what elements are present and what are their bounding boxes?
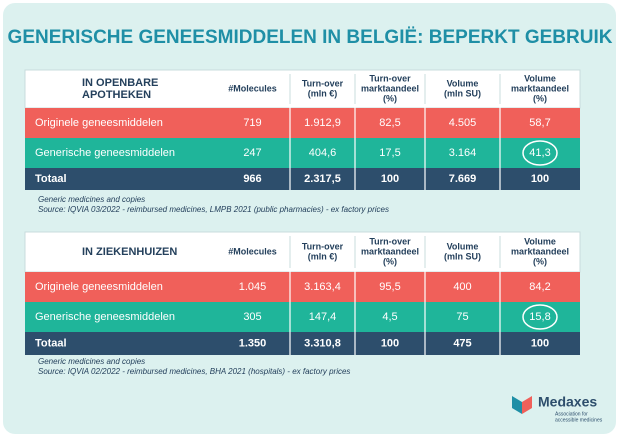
cell-value: 2.317,5	[304, 173, 341, 185]
column-header: marktaandeel	[511, 246, 569, 256]
column-header: Turn-over	[369, 73, 411, 83]
cell-value: 305	[243, 311, 261, 323]
column-header: (%)	[383, 93, 397, 103]
cell-value: 95,5	[379, 281, 400, 293]
table-header	[24, 69, 581, 109]
cell-value: 475	[453, 337, 471, 349]
highlight-circle	[522, 304, 558, 330]
row-label: Originele geneesmiddelen	[35, 281, 163, 293]
column-header: marktaandeel	[511, 83, 569, 93]
table-heading: IN ZIEKENHUIZEN	[82, 246, 177, 258]
table-row	[25, 138, 580, 168]
cell-value: 15,8	[529, 311, 550, 323]
cell-value: 4.505	[449, 117, 477, 129]
cell-value: 3.163,4	[304, 281, 341, 293]
column-header: Turn-over	[369, 236, 411, 246]
cell-value: 1.350	[239, 337, 267, 349]
column-header: Turn-over	[302, 241, 344, 251]
table-row	[25, 332, 580, 355]
title: GENERISCHE GENEESMIDDELEN IN BELGIË: BEP…	[8, 27, 613, 48]
cell-value: 404,6	[309, 147, 337, 159]
cell-value: 82,5	[379, 117, 400, 129]
column-header: (mln €)	[308, 251, 338, 261]
cell-value: 7.669	[449, 173, 477, 185]
footnote: Generic medicines and copies	[38, 357, 145, 366]
footnote: Source: IQVIA 03/2022 - reimbursed medic…	[38, 205, 389, 214]
cell-value: 400	[453, 281, 471, 293]
cell-value: 17,5	[379, 147, 400, 159]
column-header: (%)	[533, 256, 547, 266]
column-header: (%)	[533, 93, 547, 103]
cell-value: 100	[531, 173, 549, 185]
column-header: (mln SU)	[444, 251, 481, 261]
cell-value: 1.912,9	[304, 117, 341, 129]
column-header: Turn-over	[302, 78, 344, 88]
row-label: Totaal	[35, 337, 67, 349]
row-label: Originele geneesmiddelen	[35, 117, 163, 129]
table-heading: APOTHEKEN	[82, 89, 151, 101]
logo-tagline: Association for	[555, 411, 588, 417]
footnote: Source: IQVIA 02/2022 - reimbursed medic…	[38, 367, 350, 376]
cell-value: 3.310,8	[304, 337, 341, 349]
cell-value: 100	[381, 337, 399, 349]
column-header: Volume	[524, 236, 556, 246]
cell-value: 3.164	[449, 147, 477, 159]
row-label: Totaal	[35, 173, 67, 185]
row-label: Generische geneesmiddelen	[35, 311, 175, 323]
row-label: Generische geneesmiddelen	[35, 147, 175, 159]
logo-name: Medaxes	[538, 394, 597, 410]
column-header: Volume	[447, 241, 479, 251]
column-header: marktaandeel	[361, 83, 419, 93]
cell-value: 1.045	[239, 281, 267, 293]
table-heading: IN OPENBARE	[82, 77, 158, 89]
table-header	[24, 231, 581, 273]
cell-value: 58,7	[529, 117, 550, 129]
column-header: Volume	[447, 78, 479, 88]
table-row	[25, 108, 580, 138]
highlight-circle	[522, 140, 558, 166]
column-header: (mln SU)	[444, 88, 481, 98]
footnote: Generic medicines and copies	[38, 195, 145, 204]
cell-value: 100	[381, 173, 399, 185]
table-row	[25, 272, 580, 302]
cell-value: 147,4	[309, 311, 337, 323]
cell-value: 719	[243, 117, 261, 129]
table-row	[25, 302, 580, 332]
cell-value: 84,2	[529, 281, 550, 293]
cell-value: 75	[456, 311, 468, 323]
logo-mark	[512, 396, 532, 414]
column-header: (mln €)	[308, 88, 338, 98]
column-header: #Molecules	[228, 246, 277, 256]
cell-value: 100	[531, 337, 549, 349]
column-header: Volume	[524, 73, 556, 83]
cell-value: 966	[243, 173, 261, 185]
logo-tagline: accessible medicines	[555, 417, 603, 423]
column-header: #Molecules	[228, 83, 277, 93]
cell-value: 4,5	[382, 311, 397, 323]
column-header: marktaandeel	[361, 246, 419, 256]
cell-value: 41,3	[529, 147, 550, 159]
column-header: (%)	[383, 256, 397, 266]
cell-value: 247	[243, 147, 261, 159]
table-row	[25, 168, 580, 190]
